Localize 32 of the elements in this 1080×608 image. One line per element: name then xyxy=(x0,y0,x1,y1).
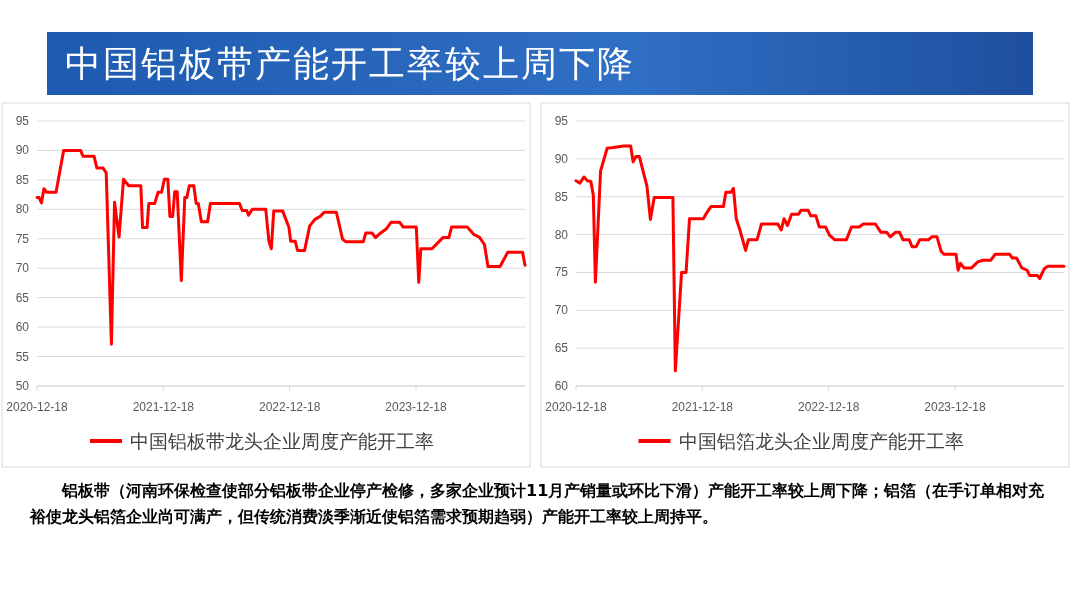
x-tick-label: 2023-12-18 xyxy=(385,400,447,414)
x-tick-label: 2023-12-18 xyxy=(924,400,986,414)
chart-title: 中国铝板带产能开工率较上周下降 xyxy=(47,32,1033,95)
y-tick-label: 80 xyxy=(554,227,569,242)
y-tick-label: 90 xyxy=(554,151,569,166)
y-tick-label: 75 xyxy=(15,231,30,246)
line-series xyxy=(574,144,1066,373)
y-tick-label: 95 xyxy=(15,114,30,128)
x-tick-label: 2021-12-18 xyxy=(671,400,734,414)
y-tick-label: 85 xyxy=(15,172,30,187)
y-tick-label: 55 xyxy=(15,349,30,364)
y-tick-label: 70 xyxy=(554,303,569,318)
x-tick-label: 2022-12-18 xyxy=(258,400,321,414)
y-tick-label: 60 xyxy=(554,379,569,393)
y-tick-label: 95 xyxy=(554,114,569,128)
x-tick-label: 2020-12-18 xyxy=(545,400,608,414)
text: 铝板带（河南环保检查使部分铝板带企业停产检修，多家企业预计11月产销量或环比下滑）产能开工率较上周下降；铝箔（在手订单相对充裕使龙头铝箔企业尚可满产，但传统消费淡季渐近使铝箔需求预期趋弱）产能开工率较上周持平。 xyxy=(30,480,1046,528)
y-tick-label: 60 xyxy=(15,320,30,335)
y-tick-label: 75 xyxy=(554,265,569,280)
y-tick-label: 65 xyxy=(554,341,569,356)
y-tick-label: 50 xyxy=(15,379,30,393)
y-tick-label: 90 xyxy=(15,143,30,158)
legend-label: 中国铝板带龙头企业周度产能开工率 xyxy=(130,430,434,452)
y-tick-label: 85 xyxy=(554,189,569,204)
x-tick-label: 2020-12-18 xyxy=(6,400,69,414)
legend-label: 中国铝箔龙头企业周度产能开工率 xyxy=(678,430,964,452)
x-tick-label: 2021-12-18 xyxy=(132,400,195,414)
y-tick-label: 65 xyxy=(15,290,30,305)
y-tick-label: 70 xyxy=(15,261,30,276)
line-series xyxy=(35,148,527,346)
x-tick-label: 2022-12-18 xyxy=(797,400,860,414)
y-tick-label: 80 xyxy=(15,202,30,217)
